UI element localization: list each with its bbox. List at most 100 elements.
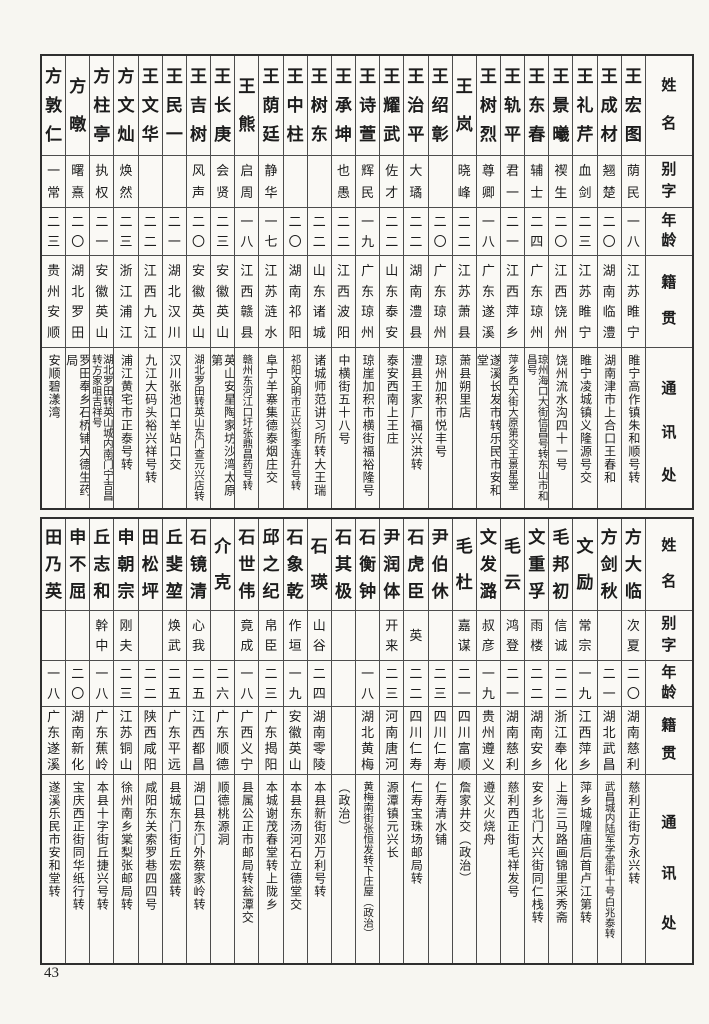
person-name: 尹伯休 xyxy=(428,519,452,611)
person-age: 一八 xyxy=(235,661,259,707)
person-address: 詹家井交（政治） xyxy=(457,781,472,885)
person-address: 琼州加积市悦丰号 xyxy=(433,354,448,458)
person-native-place: 湖北汉川 xyxy=(162,256,186,348)
person-address: 咸阳东关索罗巷四四号 xyxy=(143,781,158,911)
person-native-place: 湖南零陵 xyxy=(307,707,331,775)
person-column: 王礼芹血剑二三江苏睢宁睢宁凌城镇义隆源号交 xyxy=(572,56,597,508)
person-native-place: 山东泰安 xyxy=(380,256,404,348)
person-native-place: 广东琼州 xyxy=(428,256,452,348)
person-native-place: 湖北罗田 xyxy=(66,256,90,348)
person-courtesy-name: 作垣 xyxy=(283,611,307,661)
person-column: 石其极 （政治） xyxy=(330,519,356,963)
person-courtesy-name: 英 xyxy=(404,611,428,661)
person-native-place: 江西九江 xyxy=(138,256,162,348)
person-column: 石镜清心我二五江西都昌湖口县东门外蔡家岭转 xyxy=(185,519,211,963)
person-age: 二一 xyxy=(500,208,525,256)
person-native-place: 广东揭阳 xyxy=(259,707,283,775)
person-native-place: 广东遂溪 xyxy=(476,256,500,348)
person-courtesy-name: 帛臣 xyxy=(259,611,283,661)
person-courtesy-name xyxy=(307,156,331,208)
header-name-label: 姓名 xyxy=(645,56,692,156)
person-courtesy-name: 开来 xyxy=(380,611,404,661)
person-address: 睢宁高作镇朱和顺号转 xyxy=(626,354,641,484)
person-name: 王成材 xyxy=(597,56,621,156)
person-address: 徐州南乡棠梨张邮局转 xyxy=(119,781,134,911)
person-age xyxy=(331,661,356,707)
person-address: 慈利西正街毛祥发号 xyxy=(506,781,521,898)
person-native-place: 湖北武昌 xyxy=(597,707,621,775)
person-native-place: 湖北黄梅 xyxy=(356,707,380,775)
person-courtesy-name: 焕武 xyxy=(162,611,186,661)
person-native-place: 陕西咸阳 xyxy=(138,707,162,775)
person-address: 琼崖加积市横街福裕隆号 xyxy=(361,354,376,497)
person-native-place: 浙江浦江 xyxy=(114,256,138,348)
person-column: 尹润体开来二三河南唐河源潭镇元兴长 xyxy=(379,519,404,963)
person-column: 方敦仁一常二三贵州安顺安顺碧漾湾 xyxy=(42,56,66,508)
person-age: 二二 xyxy=(525,661,549,707)
person-address: 赣州东河江口圩张鼎昌药号转 xyxy=(241,354,253,491)
person-courtesy-name: 曙熹 xyxy=(66,156,90,208)
person-age: 二三 xyxy=(114,661,138,707)
person-column: 王绍彰二〇广东琼州琼州加积市悦丰号 xyxy=(427,56,452,508)
header-address-label: 通讯处 xyxy=(661,814,677,933)
person-address: 慈利正街方永兴转 xyxy=(626,781,641,885)
person-column: 申不屈二〇湖南新化宝庆西正街同华纸行转 xyxy=(65,519,90,963)
person-address: 安顺碧漾湾 xyxy=(47,354,62,419)
person-age: 二二 xyxy=(307,208,331,256)
person-age: 二〇 xyxy=(428,208,452,256)
person-column: 文发潞叔彦一九贵州遵义遵义火烧舟 xyxy=(475,519,500,963)
person-column: 王文华二二江西九江九江大码头裕兴祥号转 xyxy=(137,56,162,508)
person-age: 二一 xyxy=(500,661,525,707)
person-address: 萍乡城隍庙后首卢江第转 xyxy=(578,781,593,924)
header-name-label: 姓名 xyxy=(645,519,692,611)
person-name: 王东春 xyxy=(525,56,549,156)
person-courtesy-name xyxy=(138,156,162,208)
person-column: 王东春辅士二四广东琼州琼州海口大街信昌号转东山市和昌号 xyxy=(524,56,549,508)
person-address: 湖南津市上合口王春和 xyxy=(602,354,617,484)
person-address: 县城东门街丘宏盛转 xyxy=(167,781,182,898)
person-column: 毛云鸿登二一湖南慈利慈利西正街毛祥发号 xyxy=(499,519,525,963)
person-column: 邱之纪帛臣二三广东揭阳本城谢茂春堂转上陇乡 xyxy=(258,519,283,963)
person-age: 一九 xyxy=(476,661,500,707)
person-column: 尹伯休二三四川仁寿仁寿清水铺 xyxy=(427,519,452,963)
person-age: 二三 xyxy=(573,208,597,256)
page-number: 43 xyxy=(44,965,59,981)
person-courtesy-name: 幹中 xyxy=(90,611,114,661)
person-column: 方柱亭执权二一安徽英山湖北罗田转英山城内南门宁吉昌转方家咀吉祥号 xyxy=(89,56,114,508)
person-age: 二三 xyxy=(428,661,452,707)
person-native-place: 湖南慈利 xyxy=(500,707,525,775)
person-address: 仁寿清水铺 xyxy=(433,781,448,846)
person-address: 饶州流水沟四十一号 xyxy=(554,354,569,471)
person-column: 介克二六广东顺德顺德桃源洞 xyxy=(210,519,235,963)
person-courtesy-name: 尊卿 xyxy=(476,156,500,208)
person-courtesy-name: 大璚 xyxy=(404,156,428,208)
person-column: 申朝宗刚夫二三江苏铜山徐州南乡棠梨张邮局转 xyxy=(113,519,138,963)
person-address: 本县新街邓万利号转 xyxy=(312,781,327,898)
person-address: 遂溪乐民市安和堂转 xyxy=(47,781,62,898)
person-column: 王成材翘楚二〇湖南临澧湖南津市上合口王春和 xyxy=(596,56,621,508)
person-courtesy-name xyxy=(428,611,452,661)
person-name: 王轨平 xyxy=(500,56,525,156)
person-courtesy-name: 也愚 xyxy=(331,156,356,208)
person-native-place: 广西义宁 xyxy=(235,707,259,775)
person-name: 石衡钟 xyxy=(356,519,380,611)
person-courtesy-name: 辅士 xyxy=(525,156,549,208)
person-age: 二三 xyxy=(380,661,404,707)
person-native-place: 江西赣县 xyxy=(235,256,259,348)
person-address: 九江大码头裕兴祥号转 xyxy=(143,354,158,484)
person-age: 二〇 xyxy=(597,208,621,256)
person-address: 湖北罗田转英山城内南门宁吉昌转方家咀吉祥号 xyxy=(90,354,113,501)
person-address: 英山安星陶家坊沙湾太原第 xyxy=(211,354,235,497)
person-address: 宝庆西正街同华纸行转 xyxy=(71,781,86,911)
person-courtesy-name: 风声 xyxy=(186,156,211,208)
person-name: 石其极 xyxy=(331,519,356,611)
person-age: 一七 xyxy=(259,208,283,256)
person-address: 琼州海口大街信昌号转东山市和昌号 xyxy=(525,354,548,501)
person-column: 王宏图荫民一八江苏睢宁睢宁高作镇朱和顺号转 xyxy=(620,56,645,508)
person-column: 王岚晓峰二二江苏萧县萧县朔里店 xyxy=(451,56,476,508)
person-name: 王岚 xyxy=(452,56,476,156)
person-native-place: 河南唐河 xyxy=(380,707,404,775)
person-native-place: 江苏铜山 xyxy=(114,707,138,775)
person-name: 王文华 xyxy=(138,56,162,156)
person-courtesy-name: 翘楚 xyxy=(597,156,621,208)
